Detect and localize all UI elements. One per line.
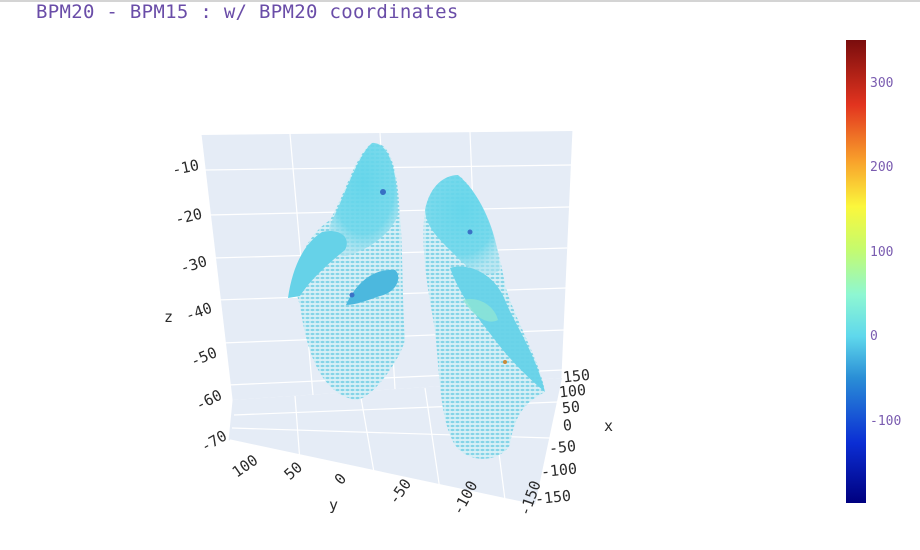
colorbar-tick: 200: [870, 160, 893, 175]
z-tick: -50: [188, 343, 220, 370]
x-tick: -100: [540, 459, 578, 481]
point-cloud-right: [423, 175, 545, 459]
y-tick: 50: [281, 458, 306, 483]
y-axis-label: y: [329, 496, 338, 514]
y-tick: 100: [229, 451, 262, 481]
z-tick: -10: [170, 156, 200, 179]
colorbar-tick: 0: [870, 329, 878, 344]
z-axis-label: z: [164, 308, 173, 326]
z-tick: -40: [183, 299, 215, 325]
colorbar-tick: 300: [870, 76, 893, 91]
x-axis-label: x: [604, 417, 613, 435]
colorbar: 300 200 100 0 -100: [846, 40, 901, 503]
x-tick: -50: [548, 437, 577, 458]
z-tick: -60: [193, 386, 225, 414]
z-tick: -30: [178, 252, 209, 277]
chart-title: BPM20 - BPM15 : w/ BPM20 coordinates: [36, 1, 459, 23]
x-tick: 100: [558, 381, 587, 402]
colorbar-gradient: [846, 40, 866, 503]
x-tick: 50: [561, 398, 581, 418]
y-tick: 0: [331, 470, 350, 489]
z-tick: -20: [173, 205, 204, 229]
x-tick: 150: [562, 366, 591, 387]
y-tick: -50: [385, 475, 415, 508]
point-cloud-left: [288, 142, 405, 400]
x-tick: -150: [534, 487, 572, 509]
colorbar-tick: -100: [870, 414, 901, 429]
colorbar-tick: 100: [870, 245, 893, 260]
z-tick: -70: [198, 427, 230, 456]
x-axis: 150 100 50 0 -50 -100 -150 x: [534, 366, 613, 508]
x-tick: 0: [562, 416, 573, 435]
top-border: [0, 0, 920, 2]
